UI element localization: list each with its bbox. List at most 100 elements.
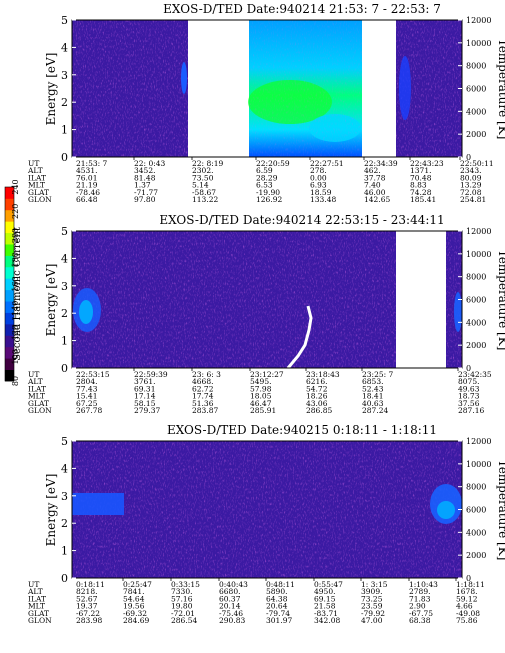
panel-3-plot <box>71 440 463 579</box>
table-cell: 52.67 <box>76 594 98 603</box>
table-cell: 37.56 <box>458 399 480 408</box>
panel-3-data-noise <box>72 441 462 578</box>
table-cell: 74.28 <box>410 188 432 197</box>
y2tick-label: 0 <box>466 153 471 162</box>
ytick-label: 2 <box>61 517 68 530</box>
colorbar-swatch <box>5 221 14 234</box>
panel-1-ylabel: Energy [eV] <box>44 53 58 126</box>
table-cell: 8.83 <box>410 181 427 190</box>
colorbar-tick-label: 180 <box>11 252 20 267</box>
ytick-label: 1 <box>61 545 68 558</box>
table-cell: 0.00 <box>310 173 327 182</box>
table-cell: 286.54 <box>171 616 197 625</box>
table-cell: 4950. <box>314 587 335 596</box>
table-cell: 22:43:23 <box>410 159 444 168</box>
ytick-label: 4 <box>61 462 68 475</box>
table-cell: 6853. <box>362 377 383 386</box>
y2tick-label: 0 <box>466 364 471 373</box>
table-cell: 77.43 <box>76 384 98 393</box>
table-cell: 69.31 <box>134 384 155 393</box>
colorbar-swatch <box>5 312 14 325</box>
table-cell: 23: 6: 3 <box>192 370 221 379</box>
y2tick-label: 4000 <box>466 528 486 537</box>
table-row-label: UT <box>28 580 39 589</box>
table-cell: 6216. <box>306 377 327 386</box>
colorbar-tick-label: 160 <box>11 276 20 291</box>
table-cell: 4531. <box>76 166 97 175</box>
table-cell: 17.74 <box>192 392 214 401</box>
table-row-label: ALT <box>27 166 43 175</box>
ytick-label: 0 <box>61 362 68 375</box>
y2tick-label: 4000 <box>466 107 486 116</box>
table-cell: 19.37 <box>76 602 98 611</box>
table-cell: 21.58 <box>314 602 336 611</box>
table-cell: 76.01 <box>76 173 97 182</box>
panel-3-feature-left-band <box>72 493 124 515</box>
table-cell: -49.08 <box>456 609 480 618</box>
table-row-label: GLON <box>28 616 52 625</box>
table-cell: 22: 8:19 <box>192 159 224 168</box>
table-cell: -71.77 <box>134 188 158 197</box>
colorbar-swatch <box>5 346 14 359</box>
table-cell: 4668. <box>192 377 213 386</box>
table-cell: 2789. <box>409 587 430 596</box>
ytick-label: 3 <box>61 490 68 503</box>
table-cell: -67.22 <box>76 609 100 618</box>
table-cell: 17.14 <box>134 392 156 401</box>
colorbar-tick-label: 140 <box>11 301 20 316</box>
table-cell: 54.64 <box>123 594 145 603</box>
table-cell: 287.24 <box>362 406 388 415</box>
panel-1: EXOS-D/TED Date:940214 21:53: 7 - 22:53:… <box>27 2 505 204</box>
table-cell: 15.41 <box>76 392 97 401</box>
y2tick-label: 2000 <box>466 130 486 139</box>
table-cell: -72.01 <box>171 609 195 618</box>
table-cell: 1.37 <box>134 181 151 190</box>
table-cell: 133.48 <box>310 195 336 204</box>
table-cell: 70.48 <box>410 173 432 182</box>
table-row-label: ALT <box>27 377 43 386</box>
y2tick-label: 2000 <box>466 551 486 560</box>
table-cell: 6.93 <box>310 181 327 190</box>
colorbar-tick-label: 240 <box>11 179 20 194</box>
table-cell: 72.08 <box>460 188 482 197</box>
table-cell: 5890. <box>266 587 287 596</box>
table-cell: 462. <box>364 166 381 175</box>
table-cell: 19.56 <box>123 602 145 611</box>
table-cell: 81.48 <box>134 173 156 182</box>
table-cell: 68.38 <box>409 616 431 625</box>
table-cell: 286.85 <box>306 406 332 415</box>
panel-2-ylabel: Energy [eV] <box>44 264 58 337</box>
table-cell: 22:59:39 <box>134 370 168 379</box>
table-cell: 28.29 <box>256 173 278 182</box>
table-cell: 22: 0:43 <box>134 159 166 168</box>
panel-3-table: UTALTILATMLTGLATGLON0:18:118218.52.6719.… <box>27 578 485 625</box>
colorbar-swatch <box>5 358 14 370</box>
ytick-label: 4 <box>61 252 68 265</box>
table-cell: 278. <box>310 166 327 175</box>
ytick-label: 0 <box>61 151 68 164</box>
panel-2-axes: 0 1 2 3 4 5 0 2000 4000 6000 8000 10000 12000 <box>61 225 491 375</box>
panel-2-data-right-noise <box>446 231 462 368</box>
table-cell: 0:55:47 <box>314 580 343 589</box>
table-cell: 23:12:27 <box>250 370 284 379</box>
table-row-label: MLT <box>28 181 45 190</box>
table-cell: 290.83 <box>219 616 245 625</box>
table-cell: 21:53: 7 <box>76 159 108 168</box>
panel-1-feature-left <box>181 62 187 94</box>
table-cell: 2302. <box>192 166 213 175</box>
table-cell: 18.41 <box>362 392 383 401</box>
colorbar-swatch <box>5 187 14 199</box>
table-cell: 5.14 <box>192 181 209 190</box>
table-cell: 267.78 <box>76 406 102 415</box>
table-cell: 22:27:51 <box>310 159 344 168</box>
table-cell: 0:33:15 <box>171 580 200 589</box>
table-cell: 51.36 <box>192 399 214 408</box>
table-cell: 40.63 <box>362 399 384 408</box>
y2tick-label: 6000 <box>466 85 486 94</box>
y2tick-label: 4000 <box>466 318 486 327</box>
panel-2-y2label: Temperature [K] <box>496 250 505 351</box>
y2tick-label: 12000 <box>466 16 491 25</box>
colorbar-swatch <box>5 232 14 245</box>
table-cell: 20.64 <box>266 602 288 611</box>
table-row-label: UT <box>28 370 39 379</box>
